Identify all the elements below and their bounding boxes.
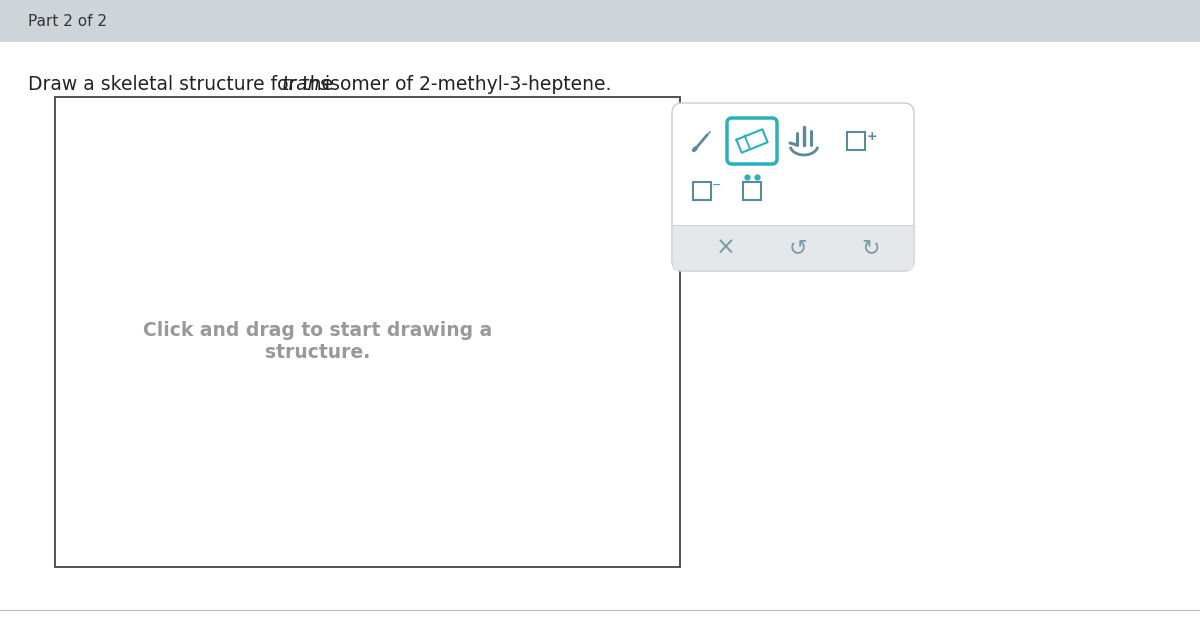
Text: ×: × (715, 236, 736, 260)
Text: Part 2 of 2: Part 2 of 2 (28, 14, 107, 28)
Bar (847, 132, 865, 150)
Bar (0, 0, 1200, 42)
Bar (694, 182, 710, 200)
Bar (743, 182, 761, 200)
Text: ↻: ↻ (862, 238, 880, 258)
FancyBboxPatch shape (672, 103, 914, 271)
Text: Draw a skeletal structure for the: Draw a skeletal structure for the (28, 75, 340, 93)
FancyBboxPatch shape (727, 118, 778, 164)
Text: Click and drag to start drawing a
structure.: Click and drag to start drawing a struct… (143, 321, 492, 362)
Text: ↺: ↺ (788, 238, 808, 258)
Text: trans: trans (281, 75, 330, 93)
Bar (673, 225, 913, 270)
Text: −: − (712, 180, 721, 190)
Text: +: + (866, 130, 877, 143)
Bar (55, 97, 680, 567)
Text: isomer of 2-methyl-3-heptene.: isomer of 2-methyl-3-heptene. (318, 75, 611, 93)
